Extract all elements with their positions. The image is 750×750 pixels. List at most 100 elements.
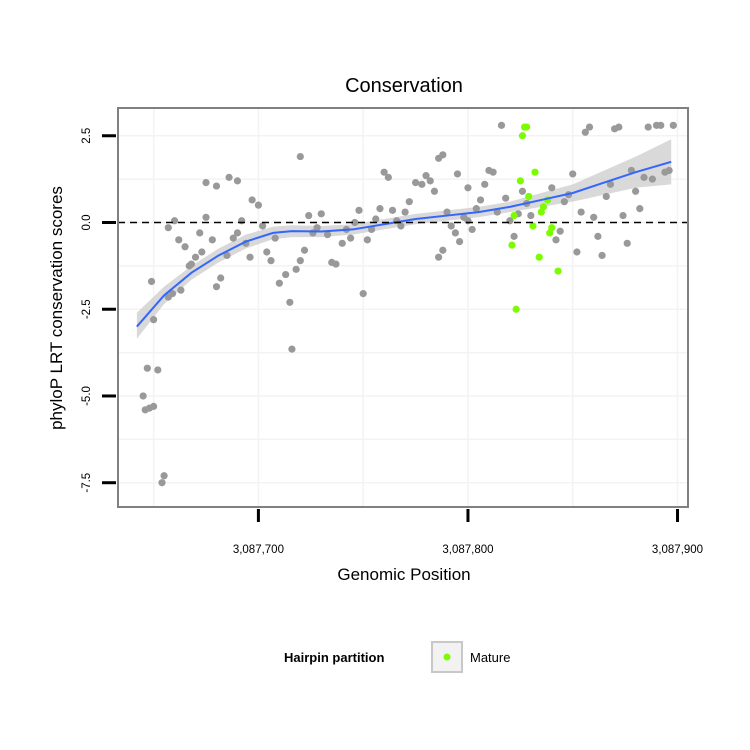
data-point — [594, 232, 602, 240]
data-point — [263, 248, 271, 256]
x-tick-label: 3,087,800 — [442, 544, 493, 556]
legend-label-mature: Mature — [470, 650, 510, 665]
series-mature — [508, 123, 562, 313]
data-point — [181, 243, 189, 251]
data-point — [175, 236, 183, 244]
data-point — [497, 121, 506, 129]
data-point — [468, 225, 476, 234]
data-point — [139, 392, 147, 400]
data-point — [286, 298, 294, 306]
mature-point — [539, 203, 548, 211]
data-point — [217, 274, 225, 282]
data-point — [489, 168, 497, 176]
data-point — [569, 170, 577, 178]
x-tick-label: 3,087,700 — [233, 544, 284, 556]
data-point — [644, 123, 652, 131]
confidence-band — [136, 139, 672, 339]
data-point — [168, 290, 177, 298]
data-point — [623, 239, 631, 247]
data-point — [556, 227, 564, 235]
data-point — [248, 196, 256, 204]
data-point — [397, 222, 405, 230]
data-point — [233, 229, 242, 237]
data-point — [196, 229, 204, 237]
data-point — [464, 217, 472, 225]
data-point — [170, 217, 179, 225]
data-point — [208, 236, 216, 244]
data-point — [147, 277, 156, 286]
data-point — [187, 260, 195, 268]
data-point — [640, 173, 648, 181]
y-tick-label: 0.0 — [81, 214, 93, 230]
data-point — [380, 168, 388, 176]
data-point — [317, 210, 325, 218]
smooth-line — [136, 160, 672, 328]
data-point — [401, 208, 409, 216]
data-point — [154, 366, 162, 374]
data-point — [258, 222, 267, 230]
data-point — [246, 253, 254, 261]
data-point — [313, 224, 321, 232]
data-point — [363, 236, 371, 244]
data-point — [372, 215, 380, 223]
data-point — [439, 246, 447, 254]
data-point — [164, 224, 172, 232]
data-point — [238, 217, 246, 225]
data-point — [150, 316, 158, 324]
data-point — [472, 205, 480, 213]
y-tick-label: -2.5 — [81, 299, 93, 319]
data-point — [426, 177, 434, 185]
data-point — [158, 479, 166, 487]
data-point — [376, 205, 384, 213]
data-point — [527, 211, 535, 220]
data-point — [590, 213, 598, 221]
data-point — [191, 253, 200, 261]
data-point — [447, 222, 455, 230]
data-point — [160, 472, 168, 480]
mature-point — [516, 177, 524, 185]
data-point — [502, 194, 510, 202]
x-axis-title: Genomic Position — [337, 565, 470, 584]
mature-point — [548, 224, 556, 232]
legend-key-mature — [443, 653, 451, 661]
data-point — [598, 251, 606, 260]
data-point — [632, 187, 640, 195]
data-point — [225, 173, 233, 181]
data-point — [223, 251, 231, 260]
data-point — [296, 152, 304, 161]
data-point — [292, 265, 300, 273]
data-point — [355, 206, 363, 214]
series-other — [139, 121, 677, 487]
data-point — [665, 166, 673, 175]
data-point — [202, 213, 210, 221]
data-point — [411, 178, 420, 187]
data-point — [202, 178, 210, 187]
legend: Hairpin partition Mature — [284, 641, 510, 673]
data-point — [267, 257, 275, 265]
plot-panel — [117, 107, 689, 508]
data-point — [518, 187, 527, 195]
y-axis-title: phyloP LRT conservation scores — [47, 186, 66, 430]
chart-title: Conservation — [345, 75, 463, 97]
mature-point — [512, 305, 520, 313]
data-point — [422, 172, 430, 180]
data-point — [510, 232, 518, 240]
data-point — [606, 180, 615, 188]
data-point — [585, 123, 594, 131]
legend-title: Hairpin partition — [284, 650, 384, 665]
data-point — [476, 196, 485, 204]
data-point — [323, 231, 332, 239]
data-point — [464, 184, 472, 192]
data-point — [212, 283, 221, 291]
mature-point — [535, 253, 543, 261]
data-point — [443, 208, 451, 216]
data-point — [384, 173, 392, 181]
data-point — [143, 364, 151, 372]
data-point — [367, 225, 376, 234]
data-point — [435, 253, 443, 261]
data-point — [212, 182, 221, 190]
data-point — [657, 121, 665, 129]
data-point — [338, 239, 346, 247]
data-point — [669, 121, 677, 129]
